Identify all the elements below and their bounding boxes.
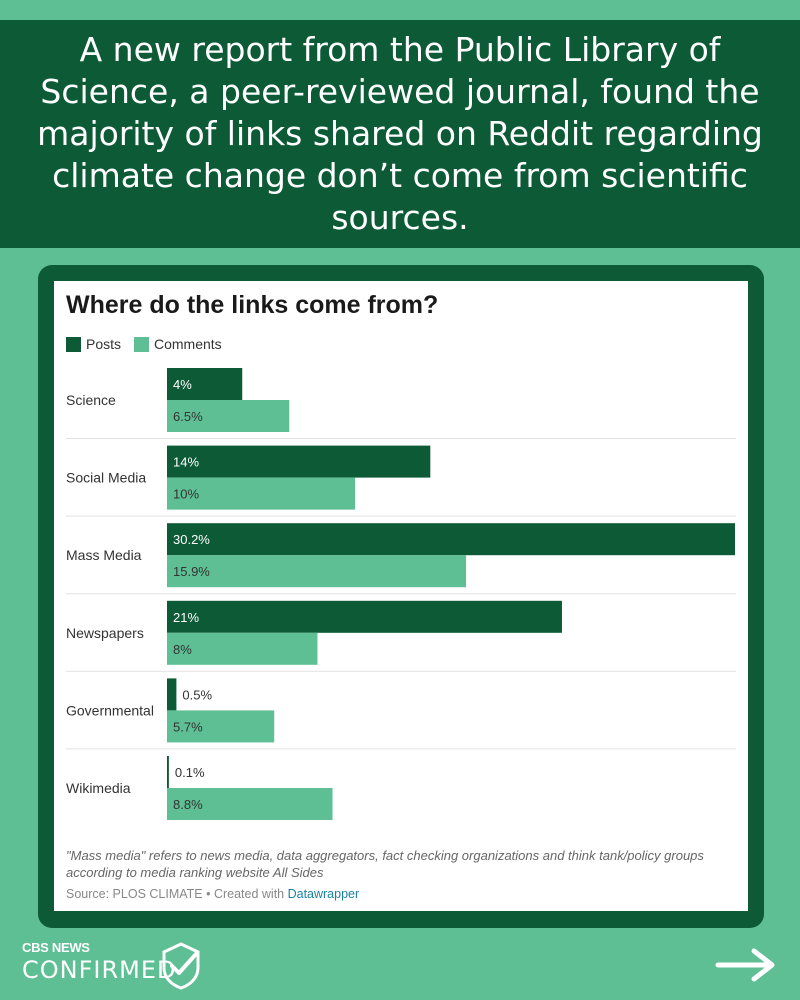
data-label-posts-newspapers: 21%	[173, 610, 199, 625]
bar-posts-social-media	[167, 445, 431, 478]
data-label-comments-governmental: 5.7%	[173, 719, 203, 734]
data-label-posts-science: 4%	[173, 377, 192, 392]
chart-card: Where do the links come from? Posts Comm…	[54, 281, 748, 911]
category-label-mass-media: Mass Media	[66, 547, 142, 563]
bar-chart: Science 4% 6.5% Social Media 14% 10% Mass Medi…	[66, 368, 736, 820]
chart-source: Source: PLOS CLIMATE • Created with Data…	[66, 887, 359, 901]
data-label-posts-governmental: 0.5%	[182, 687, 212, 702]
data-label-posts-social-media: 14%	[173, 455, 199, 470]
logo-main-text: CONFIRMED	[22, 956, 177, 984]
category-label-newspapers: Newspapers	[66, 625, 144, 641]
data-label-posts-wikimedia: 0.1%	[175, 765, 205, 780]
legend-swatch-comments	[134, 336, 149, 352]
legend-swatch-posts	[66, 336, 81, 352]
arrow-right-icon[interactable]	[714, 945, 778, 985]
bar-comments-mass-media	[167, 555, 467, 588]
cbs-news-confirmed-logo: CBS NEWS CONFIRMED	[22, 940, 212, 990]
chart-note: "Mass media" refers to news media, data …	[66, 848, 704, 880]
legend-label-posts: Posts	[86, 336, 122, 352]
category-label-science: Science	[66, 392, 116, 408]
bar-comments-science	[167, 400, 290, 432]
chart-title: Where do the links come from?	[66, 291, 439, 319]
data-label-posts-mass-media: 30.2%	[173, 532, 210, 547]
bar-posts-governmental	[167, 678, 177, 711]
checkmark-icon	[162, 942, 200, 990]
data-label-comments-mass-media: 15.9%	[173, 564, 210, 579]
bar-posts-newspapers	[167, 600, 562, 633]
category-label-governmental: Governmental	[66, 702, 154, 718]
data-label-comments-science: 6.5%	[173, 409, 203, 424]
data-label-comments-wikimedia: 8.8%	[173, 797, 203, 812]
bar-comments-governmental	[167, 710, 275, 743]
bar-comments-wikimedia	[167, 788, 333, 820]
bar-posts-mass-media	[167, 523, 735, 556]
legend-label-comments: Comments	[154, 336, 222, 352]
data-label-comments-social-media: 10%	[173, 487, 199, 502]
legend-item-posts: Posts	[66, 336, 121, 352]
datawrapper-link[interactable]: Datawrapper	[287, 887, 360, 901]
logo-top-text: CBS NEWS	[22, 940, 90, 955]
legend-item-comments: Comments	[134, 336, 222, 352]
category-label-social-media: Social Media	[66, 470, 146, 486]
headline-text: A new report from the Public Library of …	[37, 30, 763, 237]
bar-comments-newspapers	[167, 632, 318, 665]
source-text: Source: PLOS CLIMATE • Created with	[66, 887, 288, 901]
bar-posts-wikimedia	[167, 756, 169, 788]
data-label-comments-newspapers: 8%	[173, 642, 192, 657]
category-label-wikimedia: Wikimedia	[66, 780, 131, 796]
headline-banner: A new report from the Public Library of …	[0, 20, 800, 248]
bar-comments-social-media	[167, 477, 356, 510]
bar-posts-science	[167, 368, 243, 400]
